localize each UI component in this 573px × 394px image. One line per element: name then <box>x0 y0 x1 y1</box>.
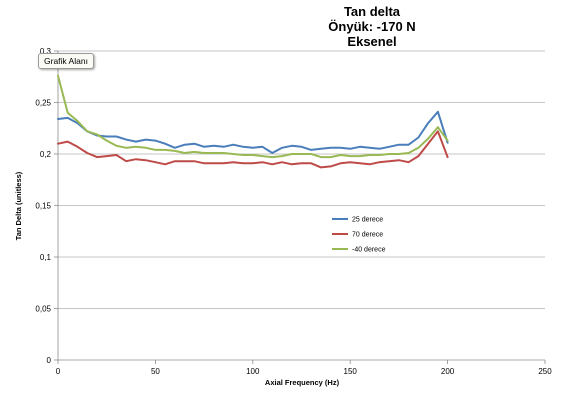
x-tick-label: 100 <box>246 367 260 376</box>
y-tick-label: 0,15 <box>35 202 51 211</box>
chart-title: Tan delta Önyük: -170 N Eksenel <box>328 4 415 49</box>
y-tick-label: 0,2 <box>40 150 52 159</box>
chart-title-line-3: Eksenel <box>347 34 396 49</box>
y-axis-label: Tan Delta (unitless) <box>14 171 23 240</box>
legend: 25 derece 70 derece -40 derece <box>332 217 386 254</box>
axes <box>54 50 546 364</box>
y-tick-label: 0,25 <box>35 99 51 108</box>
x-tick-labels: 0 50 100 150 200 250 <box>56 367 552 376</box>
y-tick-label: 0 <box>47 356 52 365</box>
chart-title-line-1: Tan delta <box>344 4 401 19</box>
grid-lines <box>58 50 545 309</box>
x-tick-label: 0 <box>56 367 61 376</box>
y-tick-label: 0,3 <box>40 47 52 56</box>
x-tick-label: 200 <box>441 367 455 376</box>
chart-area-tooltip: Grafik Alanı <box>38 53 94 69</box>
x-tick-label: 250 <box>538 367 552 376</box>
series-line-3 <box>57 74 449 159</box>
x-tick-label: 50 <box>151 367 160 376</box>
legend-label: 70 derece <box>352 232 383 239</box>
x-tick-label: 150 <box>344 367 358 376</box>
x-axis-label: Axial Frequency (Hz) <box>265 378 340 387</box>
series-line-2 <box>57 130 449 169</box>
y-tick-label: 0,05 <box>35 305 51 314</box>
chart-title-line-2: Önyük: -170 N <box>328 19 415 34</box>
legend-label: 25 derece <box>352 217 383 224</box>
legend-label: -40 derece <box>352 247 386 254</box>
series-lines <box>57 74 449 169</box>
y-tick-labels: 0 0,05 0,1 0,15 0,2 0,25 0,3 <box>35 47 51 365</box>
series-line-1 <box>57 110 449 154</box>
y-tick-label: 0,1 <box>40 253 52 262</box>
